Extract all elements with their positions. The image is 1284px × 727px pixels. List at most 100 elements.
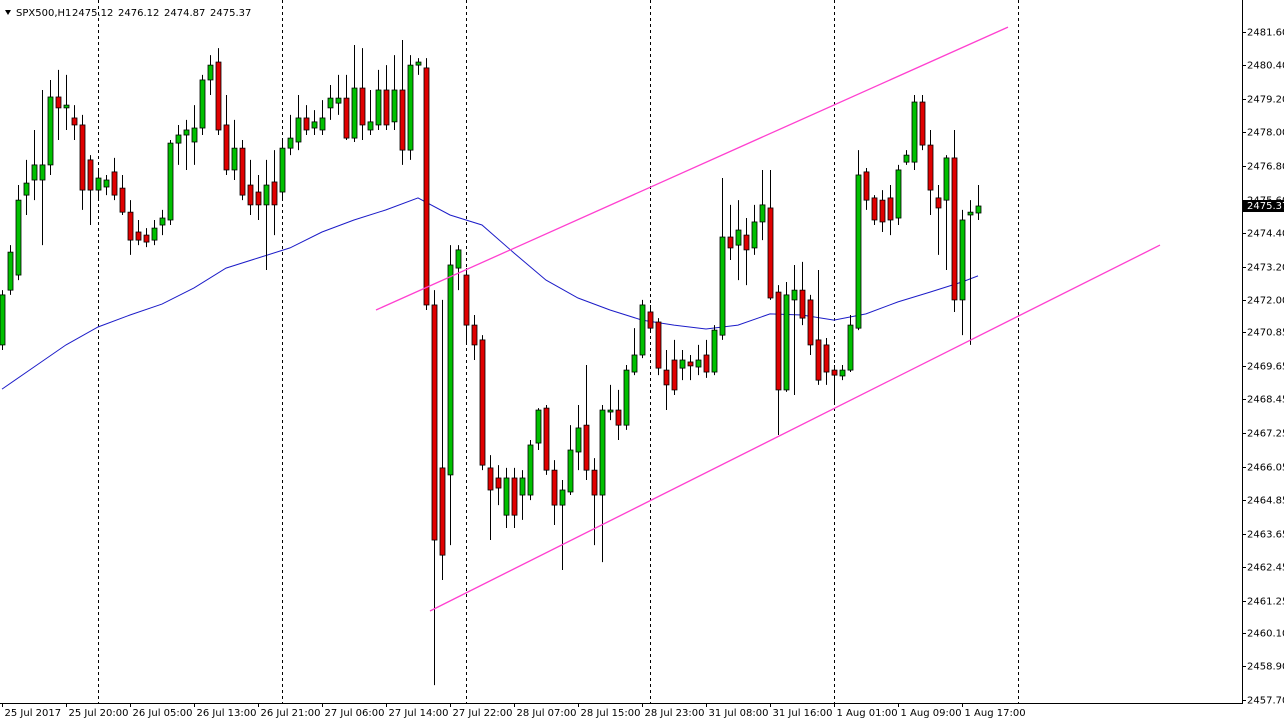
y-tick-label: 2474.40 (1247, 229, 1284, 240)
candle-body (943, 157, 950, 201)
candle-body (935, 197, 942, 209)
candle-body (551, 469, 558, 506)
candle-body (15, 199, 22, 276)
candle-body (703, 354, 710, 373)
candle-body (631, 354, 638, 373)
y-tick-label: 2467.25 (1247, 429, 1284, 440)
channel-line (375, 26, 1009, 311)
x-tick-label: 25 Jul 2017 (5, 708, 62, 719)
candle-body (503, 477, 510, 516)
x-tick-label: 31 Jul 16:00 (773, 708, 833, 719)
menu-triangle (5, 10, 11, 15)
candle-body (655, 321, 662, 369)
candle-body (815, 339, 822, 381)
high: 2476.12 (118, 8, 159, 19)
y-tick-label: 2460.10 (1247, 629, 1284, 640)
candle-body (135, 231, 142, 241)
candle-body (327, 97, 334, 109)
candle-body (399, 89, 406, 151)
y-tick-label: 2478.00 (1247, 128, 1284, 139)
candle-body (407, 64, 414, 151)
y-tick-label: 2461.25 (1247, 597, 1284, 608)
y-tick-label: 2470.85 (1247, 328, 1284, 339)
candle-body (415, 61, 422, 66)
candle-body (695, 359, 702, 368)
candle-body (391, 89, 398, 123)
candle-body (71, 117, 78, 126)
y-tick-label: 2481.60 (1247, 28, 1284, 39)
candle-body (487, 467, 494, 491)
candle-body (863, 171, 870, 201)
candle-body (967, 211, 974, 216)
y-tick-label: 2472.00 (1247, 296, 1284, 307)
candle-body (735, 229, 742, 246)
close: 2475.37 (210, 8, 251, 19)
candle-body (615, 409, 622, 426)
x-tick-label: 27 Jul 14:00 (389, 708, 449, 719)
y-tick-label: 2464.85 (1247, 496, 1284, 507)
x-tick-label: 28 Jul 07:00 (517, 708, 577, 719)
candle-body (463, 274, 470, 326)
candle-body (919, 101, 926, 146)
candle-body (535, 409, 542, 444)
candle-body (431, 304, 438, 541)
candle-body (903, 154, 910, 163)
candle-body (495, 477, 502, 489)
candle-body (223, 124, 230, 171)
candle-body (623, 369, 630, 426)
x-tick-label: 1 Aug 09:00 (901, 708, 962, 719)
candle-body (975, 205, 982, 214)
candle-body (23, 182, 30, 196)
candle-body (343, 97, 350, 139)
candle-body (447, 264, 454, 476)
candle-body (751, 221, 758, 249)
candle-body (383, 89, 390, 126)
candle-body (151, 227, 158, 241)
candle-body (767, 207, 774, 299)
candle-body (647, 311, 654, 329)
candle-body (375, 89, 382, 126)
candle-body (511, 477, 518, 516)
low: 2474.87 (164, 8, 205, 19)
candle-body (831, 369, 838, 376)
candle-body (87, 159, 94, 191)
open: 2475.12 (72, 8, 113, 19)
candle-body (807, 299, 814, 346)
y-tick-label: 2458.90 (1247, 662, 1284, 673)
symbol: SPX500,H1 (16, 8, 71, 19)
candle-body (479, 339, 486, 466)
candle-body (303, 117, 310, 131)
x-tick-label: 27 Jul 06:00 (325, 708, 385, 719)
candle-body (263, 184, 270, 206)
candle-body (527, 444, 534, 496)
candle-body (799, 289, 806, 319)
candle-body (839, 369, 846, 377)
candle-body (103, 179, 110, 188)
candle-body (711, 329, 718, 373)
candle-body (559, 489, 566, 506)
y-tick-label: 2480.40 (1247, 61, 1284, 72)
candle-body (543, 407, 550, 471)
candle-body (111, 171, 118, 196)
candle-body (335, 97, 342, 104)
candle-body (471, 324, 478, 346)
candle-body (791, 289, 798, 301)
candle-body (39, 164, 46, 181)
candle-body (255, 191, 262, 206)
candle-body (239, 147, 246, 196)
candle-body (423, 67, 430, 306)
candle-body (311, 121, 318, 129)
candle-body (359, 87, 366, 126)
candle-body (351, 87, 358, 139)
x-tick-label: 26 Jul 05:00 (133, 708, 193, 719)
y-tick-label: 2466.05 (1247, 463, 1284, 474)
candle-body (95, 177, 102, 191)
y-tick-label: 2479.20 (1247, 95, 1284, 106)
plot (0, 26, 1161, 686)
candle-body (759, 204, 766, 223)
y-tick-label: 2463.65 (1247, 530, 1284, 541)
